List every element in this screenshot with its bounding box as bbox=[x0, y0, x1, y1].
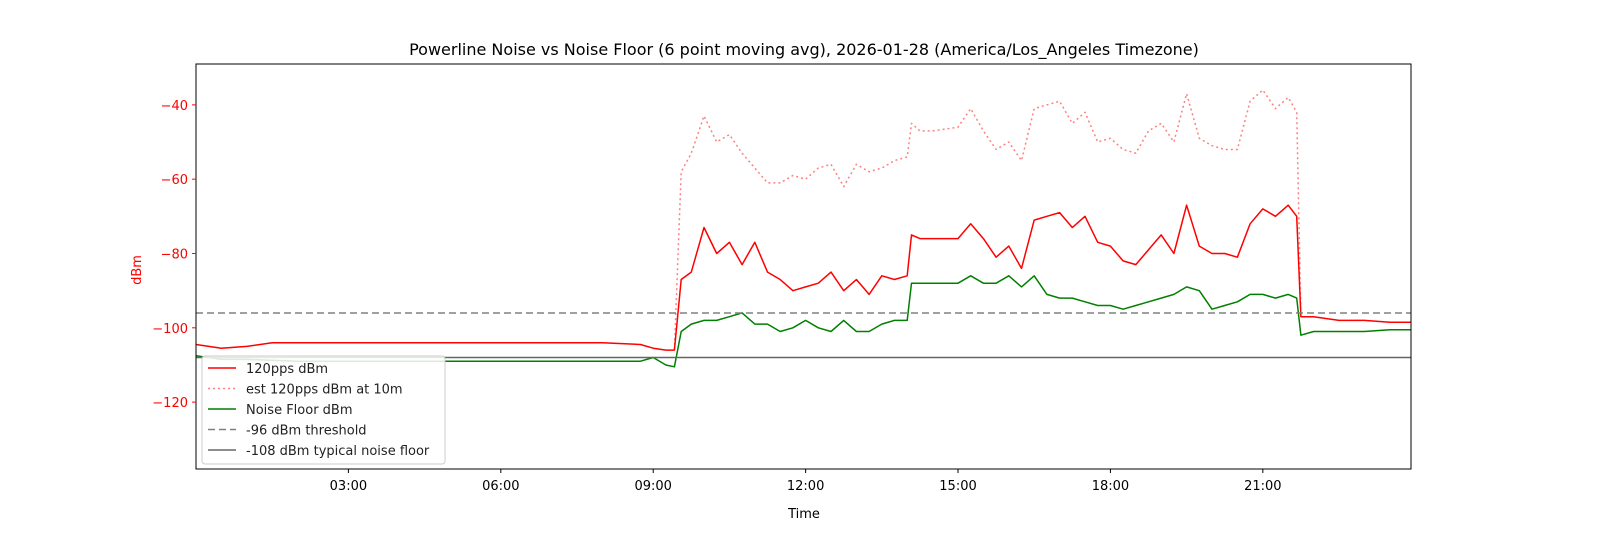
y-tick-label: −60 bbox=[161, 173, 188, 188]
legend-box bbox=[201, 355, 446, 465]
x-axis-title: Time bbox=[787, 507, 820, 522]
plot-frame bbox=[195, 63, 1412, 470]
legend-label: -108 dBm typical noise floor bbox=[246, 444, 430, 459]
y-tick-label: −40 bbox=[161, 99, 188, 114]
x-axis: 03:00 06:00 09:00 12:00 15:00 18:00 21:00 bbox=[330, 469, 1282, 494]
legend: 120pps dBm est 120pps dBm at 10m Noise Flo… bbox=[201, 355, 446, 465]
series-line-1 bbox=[673, 89, 1302, 351]
x-tick-label: 18:00 bbox=[1092, 479, 1129, 494]
x-tick-label: 15:00 bbox=[939, 479, 976, 494]
legend-label: -96 dBm threshold bbox=[246, 424, 367, 439]
x-tick-label: 21:00 bbox=[1244, 479, 1281, 494]
legend-label: est 120pps dBm at 10m bbox=[246, 383, 403, 398]
x-tick-label: 03:00 bbox=[330, 479, 367, 494]
series-layer bbox=[195, 89, 1411, 368]
x-tick-label: 06:00 bbox=[482, 479, 519, 494]
y-axis-title: dBm bbox=[130, 255, 145, 285]
x-tick-label: 09:00 bbox=[634, 479, 671, 494]
y-tick-label: −80 bbox=[161, 247, 188, 262]
y-tick-label: −100 bbox=[152, 322, 188, 337]
series-line-0 bbox=[195, 204, 1411, 351]
y-axis: −40 −60 −80 −100 −120 bbox=[152, 99, 196, 411]
legend-label: Noise Floor dBm bbox=[246, 403, 353, 418]
y-tick-label: −120 bbox=[152, 396, 188, 411]
x-tick-label: 12:00 bbox=[787, 479, 824, 494]
chart-title: Powerline Noise vs Noise Floor (6 point … bbox=[409, 40, 1199, 60]
legend-label: 120pps dBm bbox=[246, 362, 328, 377]
series-line-2 bbox=[195, 275, 1411, 368]
